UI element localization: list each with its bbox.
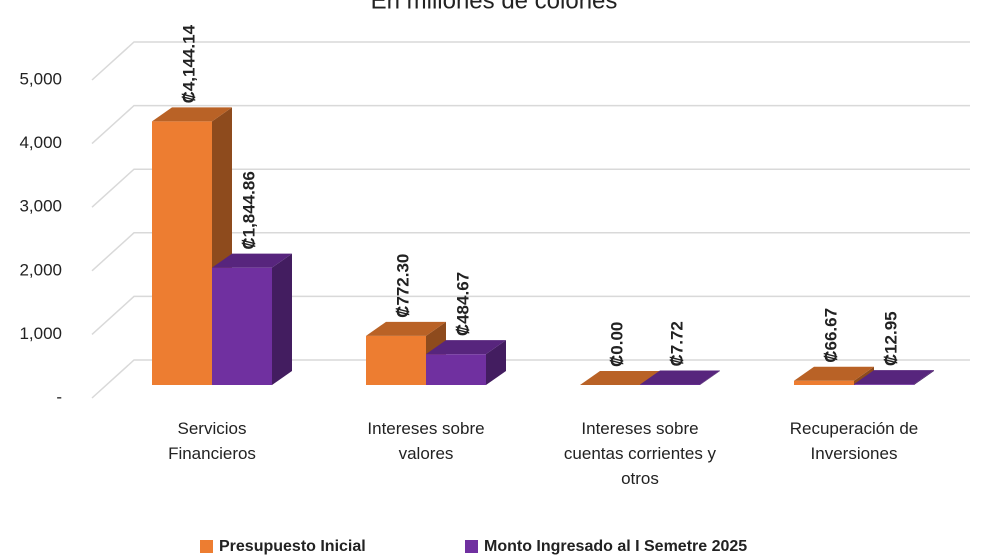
grid-line xyxy=(91,359,970,399)
bar xyxy=(152,107,232,386)
y-tick-label: 4,000 xyxy=(19,133,62,152)
chart-title: En millones de colones xyxy=(371,0,618,14)
bar-top xyxy=(794,366,874,381)
bar-top xyxy=(152,107,232,122)
grid-line xyxy=(91,168,970,208)
bar-top xyxy=(854,370,934,385)
data-label: ₡484.67 xyxy=(453,272,472,336)
grid-line xyxy=(91,295,970,335)
data-label: ₡1,844.86 xyxy=(239,171,258,249)
bar xyxy=(426,340,506,385)
data-label: ₡66.67 xyxy=(821,308,840,363)
bar-front xyxy=(212,267,272,385)
legend-swatch xyxy=(200,540,213,553)
bar-front xyxy=(794,380,854,385)
bar xyxy=(640,370,720,385)
x-tick-label: Servicios Financieros xyxy=(168,419,256,463)
bar xyxy=(794,366,874,385)
y-tick-label: 2,000 xyxy=(19,260,62,279)
bar-front xyxy=(366,335,426,385)
grid-line xyxy=(91,41,970,81)
bar xyxy=(854,370,934,385)
y-tick-label: 1,000 xyxy=(19,324,62,343)
grid-line xyxy=(91,104,970,145)
bar-front xyxy=(426,354,486,385)
legend-label: Presupuesto Inicial xyxy=(219,538,366,555)
data-label: ₡12.95 xyxy=(881,311,900,366)
bar-side xyxy=(486,340,506,385)
data-label: ₡0.00 xyxy=(607,322,626,367)
bar-side xyxy=(854,366,874,385)
bar-side xyxy=(272,253,292,385)
y-tick-label: 3,000 xyxy=(19,197,62,216)
x-tick-label: Recuperación de Inversiones xyxy=(789,419,919,463)
grid-line xyxy=(91,232,970,272)
bar-front xyxy=(152,121,212,386)
bar-top xyxy=(366,321,446,336)
legend-swatch xyxy=(465,540,478,553)
bar xyxy=(212,253,292,385)
bar-top xyxy=(426,340,506,355)
y-tick-label: 5,000 xyxy=(19,69,62,88)
x-tick-label: Intereses sobre valores xyxy=(367,419,485,463)
bar-top xyxy=(640,370,720,385)
bar-side xyxy=(914,370,934,385)
bar xyxy=(580,371,660,385)
bar-side xyxy=(700,370,720,385)
y-tick-label: - xyxy=(56,387,62,406)
data-label: ₡4,144.14 xyxy=(179,24,198,103)
bar-top xyxy=(212,253,292,268)
data-label: ₡772.30 xyxy=(393,254,412,318)
x-tick-label: Intereses sobre cuentas corrientes y otr… xyxy=(563,419,717,488)
bar-front xyxy=(854,384,914,385)
data-label: ₡7.72 xyxy=(667,321,686,366)
bar-top xyxy=(580,371,660,385)
legend-label: Monto Ingresado al I Semetre 2025 xyxy=(484,538,747,555)
